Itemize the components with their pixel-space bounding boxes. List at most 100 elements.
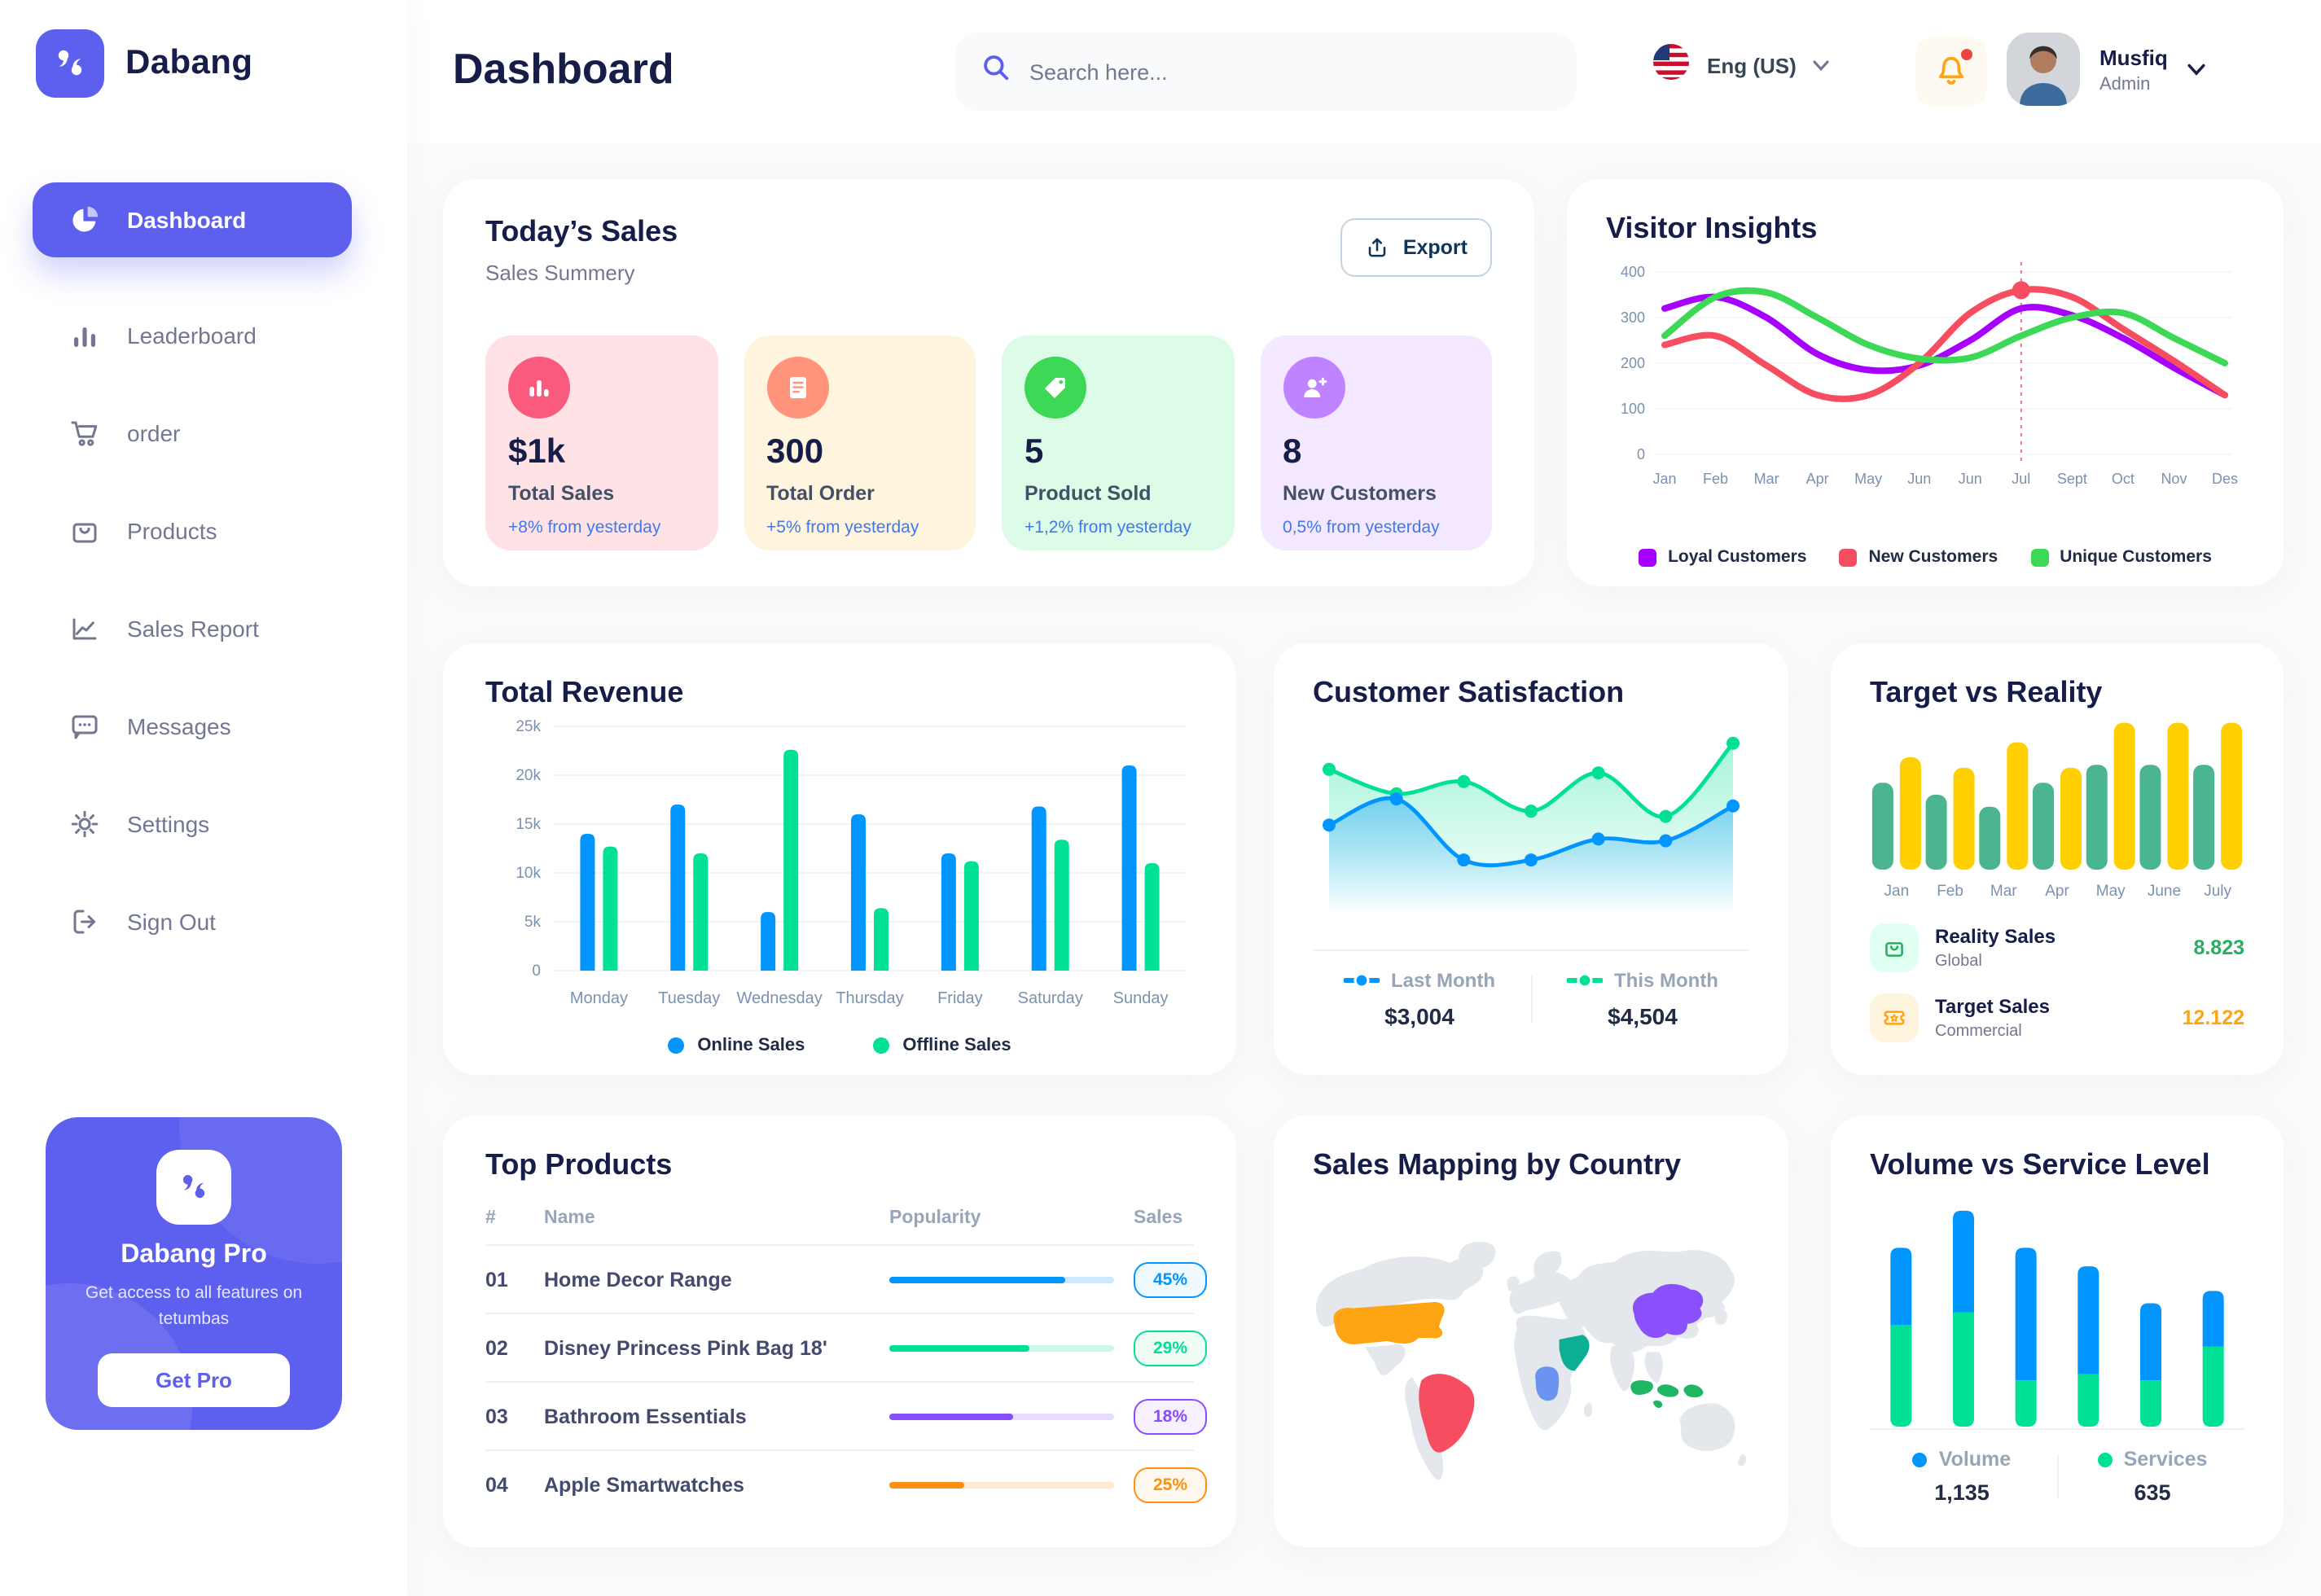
legend-name: Reality Sales	[1935, 925, 2056, 948]
divider	[2056, 1454, 2058, 1498]
legend-value: 635	[2134, 1480, 2171, 1505]
legend-sub: Global	[1935, 953, 1982, 971]
language-selector[interactable]: Eng (US)	[1652, 42, 1829, 90]
svg-text:Feb: Feb	[1937, 883, 1963, 900]
svg-text:Des: Des	[2212, 471, 2238, 487]
sales-badge: 25%	[1134, 1467, 1208, 1503]
export-icon	[1369, 237, 1387, 256]
product-name: Disney Princess Pink Bag 18'	[544, 1336, 827, 1359]
svg-text:25k: 25k	[516, 718, 541, 735]
top-products-card: Top Products # Name Popularity Sales 01 Hom…	[443, 1116, 1236, 1547]
map-country-brazil[interactable]	[1419, 1374, 1475, 1453]
svg-text:Wednesday: Wednesday	[737, 989, 823, 1007]
map-land-indochina	[1644, 1352, 1663, 1383]
popularity-bar	[889, 1482, 1114, 1489]
visitor-insights-title: Visitor Insights	[1606, 212, 1818, 244]
sidebar-item-products[interactable]: Products	[33, 498, 375, 563]
sales-badge: 18%	[1134, 1398, 1208, 1434]
svg-text:300: 300	[1621, 309, 1645, 326]
sidebar-item-label: Leaderboard	[127, 322, 257, 349]
svg-text:Thursday: Thursday	[836, 989, 903, 1007]
receipt-icon	[766, 357, 828, 419]
column-header: Sales	[1134, 1208, 1183, 1228]
user-role: Admin	[2099, 74, 2151, 94]
legend-swatch	[1639, 548, 1657, 566]
brand-logo-icon	[36, 29, 104, 98]
chevron-down-icon	[1813, 60, 1829, 72]
sidebar-item-leaderboard[interactable]: Leaderboard	[33, 303, 375, 368]
sidebar-item-dashboard[interactable]: Dashboard	[33, 182, 352, 257]
svg-text:Sept: Sept	[2057, 471, 2087, 487]
pie-chart-icon	[68, 204, 101, 236]
target-vs-reality-legend: Reality Sales Global 8.823 Target Sales …	[1870, 923, 2244, 1063]
svg-text:Apr: Apr	[1806, 471, 1829, 487]
pro-subtitle: Get access to all features on tetumbas	[85, 1283, 303, 1329]
svg-text:Apr: Apr	[2045, 883, 2069, 900]
page-title: Dashboard	[453, 44, 674, 93]
export-button[interactable]: Export	[1340, 218, 1492, 277]
svg-text:Nov: Nov	[2161, 471, 2187, 487]
search-bar[interactable]	[954, 33, 1577, 111]
svg-text:Sunday: Sunday	[1113, 989, 1169, 1007]
svg-text:Monday: Monday	[570, 989, 628, 1007]
sidebar-menu: Leaderboard order Products Sales Report Mess…	[33, 303, 375, 987]
sales-summary-cards: $1k Total Sales +8% from yesterday 300 T…	[485, 335, 1492, 550]
visitor-insights-legend: Loyal Customers New Customers Unique Custo…	[1567, 547, 2284, 567]
divider	[1870, 1428, 2244, 1430]
order-icon	[71, 421, 98, 446]
legend-line-icon	[1344, 972, 1380, 989]
sidebar-item-sign-out[interactable]: Sign Out	[33, 889, 375, 954]
legend-item: Reality Sales Global 8.823	[1870, 923, 2244, 972]
map-land-greenland	[1459, 1242, 1496, 1270]
top-products-title: Top Products	[485, 1148, 673, 1181]
map-land-new-zealand	[1738, 1454, 1747, 1467]
profile-menu[interactable]: Musfiq Admin	[2007, 33, 2205, 106]
sidebar-item-order[interactable]: order	[33, 401, 375, 466]
legend-item: Volume 1,135	[1880, 1448, 2043, 1505]
svg-text:15k: 15k	[516, 816, 541, 833]
svg-text:Jul: Jul	[2012, 471, 2030, 487]
legend-dot	[873, 1037, 890, 1054]
legend-value: $4,504	[1608, 1003, 1678, 1029]
table-row: 01 Home Decor Range 45%	[485, 1246, 1208, 1314]
column-header: Popularity	[889, 1208, 981, 1228]
sales-card-value: 300	[766, 433, 824, 471]
svg-text:July: July	[2204, 883, 2231, 900]
todays-sales-subtitle: Sales Summery	[485, 261, 635, 285]
sidebar-item-settings[interactable]: Settings	[33, 791, 375, 857]
map-country-indonesia[interactable]	[1630, 1380, 1704, 1409]
map-country-china[interactable]	[1632, 1283, 1704, 1339]
map-country-saudi-arabia[interactable]	[1559, 1335, 1590, 1371]
map-land-australia	[1679, 1403, 1735, 1451]
map-country-usa[interactable]	[1333, 1301, 1445, 1345]
popularity-bar	[889, 1413, 1114, 1419]
table-row: 04 Apple Smartwatches 25%	[485, 1451, 1208, 1519]
sidebar-item-label: Sales Report	[127, 616, 259, 642]
svg-text:Jun: Jun	[1907, 471, 1931, 487]
notifications-button[interactable]	[1915, 36, 1987, 107]
leaderboard-icon	[74, 327, 95, 347]
avatar	[2007, 33, 2080, 106]
customer-satisfaction-legend: Last Month $3,004 This Month $4,504	[1274, 969, 1788, 1029]
map-land-india	[1610, 1345, 1635, 1392]
svg-text:May: May	[1854, 471, 1882, 487]
search-input[interactable]	[1029, 59, 1551, 84]
get-pro-button[interactable]: Get Pro	[98, 1353, 290, 1406]
chevron-down-icon	[2187, 63, 2205, 75]
legend-value: 12.122	[2182, 1006, 2244, 1029]
sales-report-icon	[72, 618, 97, 640]
sidebar-item-sales-report[interactable]: Sales Report	[33, 596, 375, 661]
volume-vs-service-card: Volume vs Service Level Volume 1,135 Serv…	[1831, 1116, 2284, 1547]
popularity-fill	[889, 1344, 1029, 1351]
sidebar-item-messages[interactable]: Messages	[33, 694, 375, 759]
visitor-insights-card: Visitor Insights 400 300 200 100 0 Jan Feb Mar A…	[1567, 179, 2284, 586]
sales-card-value: 5	[1024, 433, 1044, 471]
divider	[1313, 949, 1749, 951]
visitor-insights-chart: 400 300 200 100 0 Jan Feb Mar Apr May Jun Jun Jul Sep…	[1606, 246, 2244, 505]
svg-text:June: June	[2148, 883, 2181, 900]
search-icon	[981, 52, 1011, 91]
table-row: 03 Bathroom Essentials 18%	[485, 1383, 1208, 1451]
svg-text:20k: 20k	[516, 767, 541, 784]
map-country-dr-congo[interactable]	[1535, 1366, 1560, 1401]
sales-badge: 45%	[1134, 1261, 1208, 1297]
